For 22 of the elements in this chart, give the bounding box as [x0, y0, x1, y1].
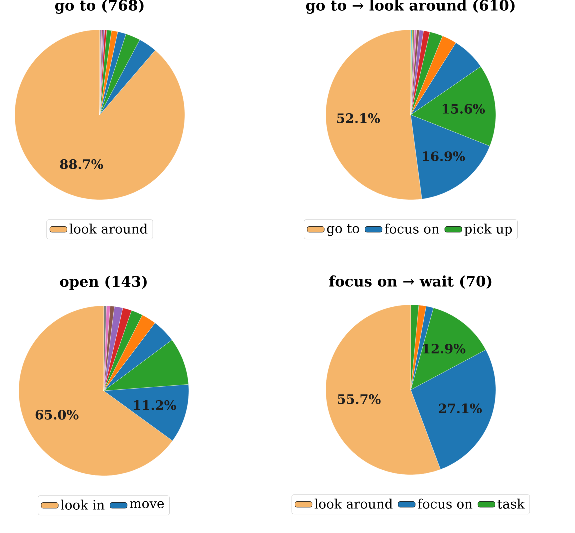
- data-label: 16.9%: [423, 152, 466, 162]
- data-label: 65.0%: [36, 410, 79, 420]
- legend-label: look in: [61, 500, 105, 510]
- legend-label: look around: [314, 498, 393, 509]
- legend-label: task: [498, 498, 526, 509]
- data-label: 88.7%: [60, 159, 104, 170]
- legend-label: pick up: [464, 224, 512, 236]
- data-label: 12.9%: [424, 344, 466, 354]
- legend-label: go to: [327, 224, 360, 236]
- data-label: 11.2%: [134, 400, 176, 410]
- data-label: 15.6%: [442, 104, 486, 114]
- data-label: 52.1%: [337, 114, 380, 124]
- legend-label: focus on: [418, 498, 473, 509]
- chart-title: focus on → wait (70): [329, 276, 492, 289]
- legend-label: look around: [70, 224, 148, 234]
- chart-title: open (143): [60, 276, 147, 290]
- chart-title: go to → look around (610): [306, 0, 515, 14]
- legend-label: move: [130, 501, 164, 509]
- chart-title: go to (768): [55, 0, 144, 14]
- data-label: 27.1%: [439, 404, 482, 414]
- legend-label: focus on: [385, 224, 440, 234]
- data-label: 55.7%: [338, 394, 381, 404]
